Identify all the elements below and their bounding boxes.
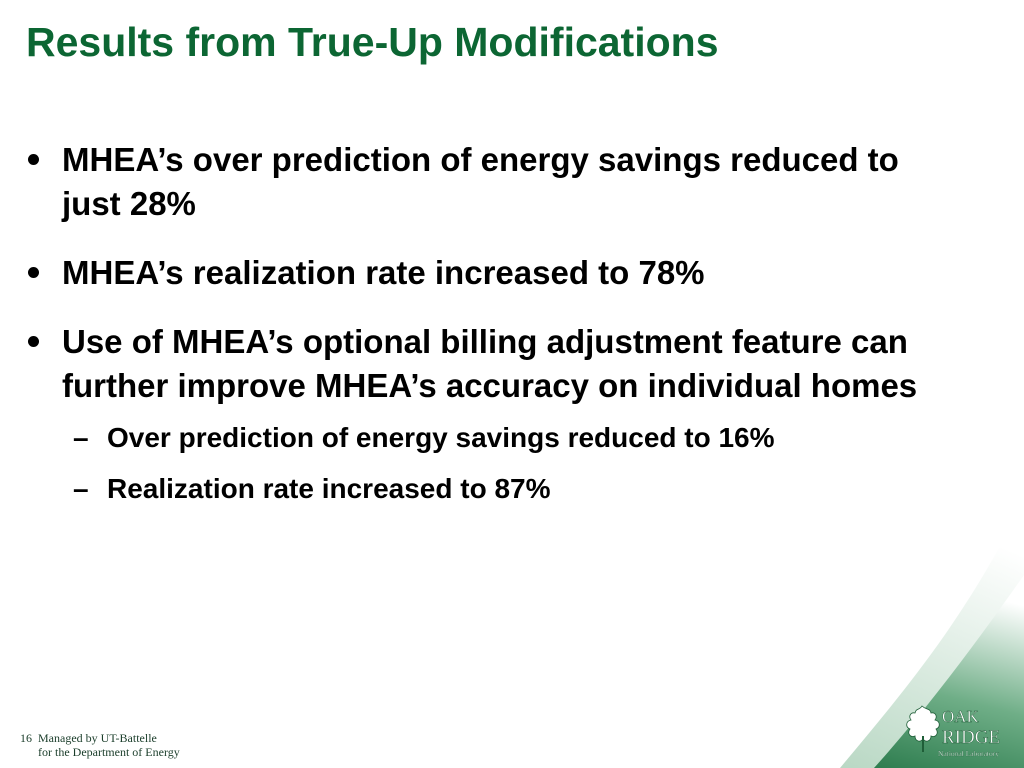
bullet-text: MHEA’s over prediction of energy savings… bbox=[62, 141, 899, 222]
page-number: 16 bbox=[20, 731, 32, 745]
logo-word-ridge: RIDGE bbox=[942, 727, 1000, 748]
bullet-item: MHEA’s realization rate increased to 78% bbox=[24, 251, 944, 295]
slide-footer: 16 Managed by UT-Battelle for the Departm… bbox=[12, 731, 180, 759]
bullet-text: Use of MHEA’s optional billing adjustmen… bbox=[62, 323, 918, 404]
slide-title: Results from True-Up Modifications bbox=[26, 19, 719, 65]
bullet-dot-icon bbox=[28, 154, 39, 165]
logo-word-oak: OAK bbox=[942, 707, 980, 726]
bullet-text: MHEA’s realization rate increased to 78% bbox=[62, 254, 705, 291]
logo-tagline: National Laboratory bbox=[938, 749, 999, 758]
footer-line-1: 16 Managed by UT-Battelle bbox=[12, 731, 180, 745]
sub-bullet-text: Over prediction of energy savings reduce… bbox=[107, 422, 775, 453]
dash-icon: – bbox=[73, 473, 89, 504]
bullet-item: Use of MHEA’s optional billing adjustmen… bbox=[24, 320, 944, 509]
dash-icon: – bbox=[73, 422, 89, 453]
bullet-dot-icon bbox=[28, 267, 39, 278]
sub-bullet-item: – Realization rate increased to 87% bbox=[62, 469, 944, 509]
bullet-item: MHEA’s over prediction of energy savings… bbox=[24, 138, 944, 226]
sub-bullet-list: – Over prediction of energy savings redu… bbox=[62, 418, 944, 509]
footer-line-2: for the Department of Energy bbox=[38, 745, 180, 759]
sub-bullet-text: Realization rate increased to 87% bbox=[107, 473, 551, 504]
bullet-list: MHEA’s over prediction of energy savings… bbox=[24, 138, 944, 534]
sub-bullet-item: – Over prediction of energy savings redu… bbox=[62, 418, 944, 458]
bullet-dot-icon bbox=[28, 336, 39, 347]
oak-ridge-logo-icon: OAK RIDGE National Laboratory bbox=[906, 705, 1000, 758]
footer-managed-by: Managed by UT-Battelle bbox=[38, 731, 157, 745]
